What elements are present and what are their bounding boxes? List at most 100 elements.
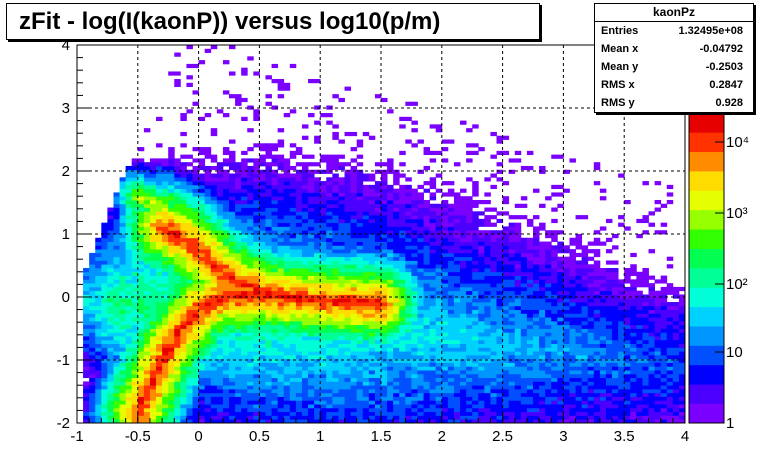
heatmap-cell [247, 222, 254, 227]
heatmap-cell [162, 215, 169, 220]
heatmap-cell [174, 294, 181, 299]
heatmap-cell [174, 173, 181, 178]
heatmap-cell [314, 362, 321, 367]
heatmap-cell [314, 177, 321, 182]
heatmap-cell [283, 385, 291, 390]
heatmap-cell [393, 177, 400, 182]
heatmap-cell [393, 317, 400, 322]
heatmap-cell [149, 336, 157, 341]
heatmap-cell [241, 283, 248, 288]
heatmap-cell [229, 94, 236, 99]
heatmap-cell [381, 415, 388, 420]
heatmap-cell [168, 241, 175, 246]
heatmap-cell [405, 332, 412, 337]
heatmap-cell [362, 173, 370, 178]
heatmap-cell [283, 343, 291, 348]
heatmap-cell [216, 252, 224, 258]
heatmap-cell [235, 165, 242, 171]
heatmap-cell [222, 290, 230, 295]
heatmap-cell [533, 354, 540, 360]
heatmap-cell [441, 336, 449, 341]
heatmap-cell [496, 392, 503, 397]
heatmap-cell [289, 249, 297, 254]
heatmap-cell [362, 332, 370, 337]
heatmap-cell [441, 313, 449, 318]
heatmap-cell [259, 241, 266, 246]
heatmap-cell [156, 415, 163, 420]
heatmap-cell [502, 370, 510, 375]
heatmap-cell [295, 324, 303, 329]
heatmap-cell [149, 177, 157, 182]
heatmap-cell [222, 294, 230, 299]
heatmap-cell [283, 82, 291, 87]
heatmap-cell [417, 370, 424, 375]
heatmap-cell [490, 320, 497, 326]
heatmap-cell [222, 230, 230, 235]
heatmap-cell [338, 343, 345, 348]
heatmap-cell [83, 317, 90, 322]
heatmap-cell [247, 332, 254, 337]
heatmap-cell [216, 215, 224, 220]
heatmap-cell [107, 286, 114, 292]
heatmap-cell [301, 222, 309, 227]
heatmap-cell [508, 332, 516, 337]
heatmap-cell [216, 377, 224, 382]
heatmap-cell [277, 388, 285, 394]
heatmap-cell [143, 320, 151, 326]
heatmap-cell [235, 358, 242, 363]
heatmap-cell [283, 309, 291, 314]
heatmap-cell [368, 177, 376, 182]
heatmap-cell [411, 388, 418, 394]
heatmap-cell [229, 154, 236, 159]
heatmap-cell [229, 407, 236, 413]
heatmap-cell [387, 222, 394, 227]
heatmap-cell [308, 230, 315, 235]
heatmap-cell [247, 192, 254, 197]
heatmap-cell [399, 173, 406, 178]
heatmap-cell [107, 400, 114, 405]
heatmap-cell [174, 336, 181, 341]
heatmap-cell [466, 279, 473, 284]
heatmap-cell [502, 305, 510, 310]
heatmap-cell [484, 317, 491, 322]
heatmap-cell [119, 332, 127, 337]
heatmap-cell [283, 241, 291, 246]
heatmap-cell [156, 283, 163, 288]
heatmap-cell [259, 286, 266, 292]
heatmap-cell [192, 222, 199, 227]
heatmap-cell [295, 392, 303, 397]
heatmap-cell [131, 347, 139, 352]
heatmap-cell [289, 226, 297, 231]
heatmap-cell [508, 275, 516, 280]
heatmap-cell [259, 388, 266, 394]
heatmap-cell [368, 419, 376, 423]
heatmap-cell [453, 343, 461, 348]
heatmap-cell [447, 332, 455, 337]
heatmap-cell [289, 305, 297, 310]
heatmap-cell [162, 162, 169, 167]
heatmap-cell [362, 320, 370, 326]
heatmap-cell [332, 320, 339, 326]
heatmap-cell [308, 404, 315, 409]
heatmap-cell [107, 332, 114, 337]
heatmap-cell [101, 396, 108, 401]
heatmap-cell [283, 218, 291, 224]
heatmap-cell [180, 392, 187, 397]
heatmap-cell [411, 286, 418, 292]
heatmap-cell [210, 351, 218, 356]
heatmap-cell [508, 320, 516, 326]
heatmap-cell [259, 275, 266, 280]
heatmap-cell [362, 343, 370, 348]
heatmap-cell [314, 309, 321, 314]
heatmap-cell [95, 385, 102, 390]
heatmap-cell [192, 165, 199, 171]
heatmap-cell [89, 313, 96, 318]
heatmap-cell [137, 286, 145, 292]
heatmap-cell [332, 385, 339, 390]
heatmap-cell [216, 336, 224, 341]
heatmap-cell [289, 347, 297, 352]
heatmap-cell [95, 252, 102, 258]
heatmap-cell [149, 271, 157, 276]
heatmap-cell [89, 358, 96, 363]
heatmap-cell [441, 407, 449, 413]
